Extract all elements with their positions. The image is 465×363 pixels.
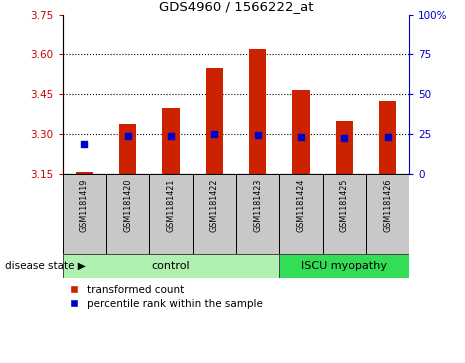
Text: GSM1181426: GSM1181426: [383, 178, 392, 232]
Text: control: control: [152, 261, 190, 271]
Text: GSM1181424: GSM1181424: [297, 178, 306, 232]
Bar: [249, 49, 266, 174]
FancyBboxPatch shape: [106, 174, 149, 254]
Point: [167, 134, 175, 139]
Bar: [292, 90, 310, 174]
FancyBboxPatch shape: [193, 174, 236, 254]
Point: [297, 134, 305, 140]
Bar: [336, 121, 353, 174]
Text: GSM1181423: GSM1181423: [253, 178, 262, 232]
Point: [340, 135, 348, 140]
Legend: transformed count, percentile rank within the sample: transformed count, percentile rank withi…: [68, 283, 265, 311]
Bar: [162, 108, 179, 174]
Text: ISCU myopathy: ISCU myopathy: [301, 261, 387, 271]
Bar: [119, 124, 136, 174]
FancyBboxPatch shape: [63, 174, 106, 254]
Text: GSM1181422: GSM1181422: [210, 178, 219, 232]
Point: [124, 134, 132, 139]
Point: [384, 134, 391, 140]
Text: disease state ▶: disease state ▶: [5, 261, 86, 271]
Title: GDS4960 / 1566222_at: GDS4960 / 1566222_at: [159, 0, 313, 13]
Bar: [76, 172, 93, 174]
FancyBboxPatch shape: [236, 174, 279, 254]
FancyBboxPatch shape: [149, 174, 193, 254]
FancyBboxPatch shape: [279, 174, 323, 254]
FancyBboxPatch shape: [279, 254, 409, 278]
Bar: [379, 101, 396, 174]
Text: GSM1181421: GSM1181421: [166, 178, 175, 232]
Bar: [206, 68, 223, 174]
FancyBboxPatch shape: [323, 174, 366, 254]
Point: [254, 132, 261, 138]
Text: GSM1181419: GSM1181419: [80, 178, 89, 232]
Text: GSM1181420: GSM1181420: [123, 178, 132, 232]
Text: GSM1181425: GSM1181425: [340, 178, 349, 232]
FancyBboxPatch shape: [366, 174, 409, 254]
Point: [211, 131, 218, 137]
Point: [81, 142, 88, 147]
FancyBboxPatch shape: [63, 254, 279, 278]
